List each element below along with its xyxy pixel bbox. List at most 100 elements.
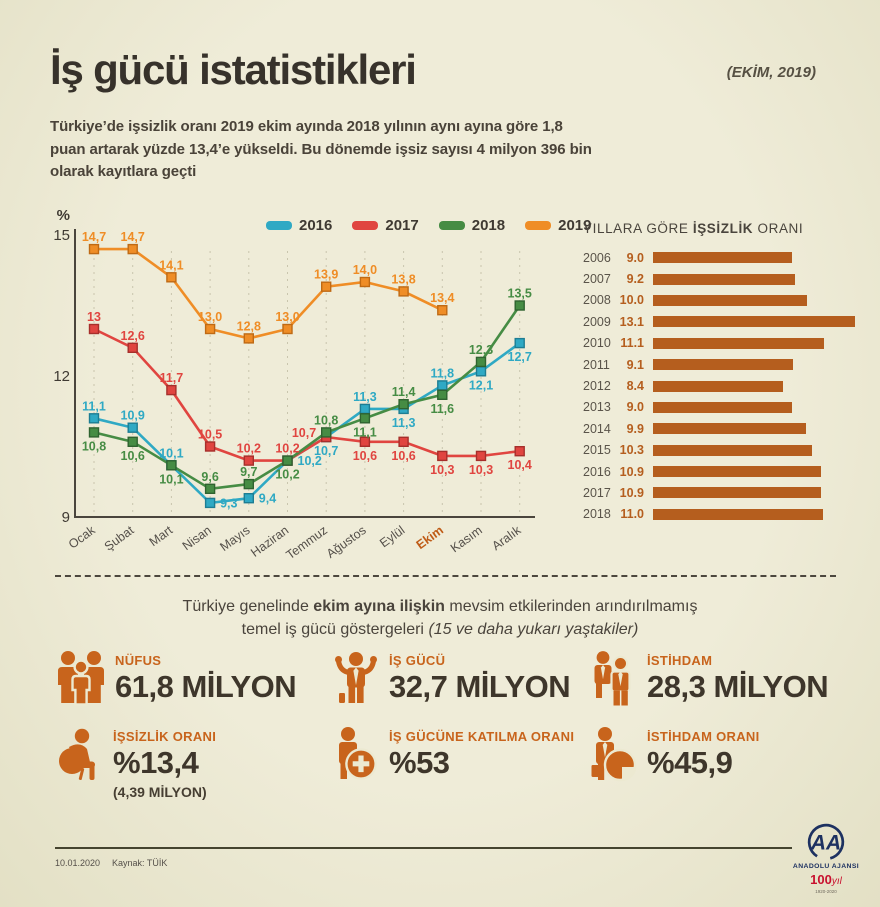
x-tick-label-Aralık: Aralık bbox=[489, 523, 524, 554]
data-marker-2019 bbox=[204, 323, 216, 335]
data-marker-2017 bbox=[88, 323, 100, 335]
data-marker-2017 bbox=[127, 342, 138, 354]
series-line-2018 bbox=[93, 304, 521, 491]
bar bbox=[653, 380, 855, 392]
bar-value-label: 11.1 bbox=[620, 336, 644, 351]
stat-value: 28,3 MİLYON bbox=[647, 669, 829, 704]
bar-value-label: 9.1 bbox=[626, 357, 644, 372]
data-marker-2018 bbox=[359, 413, 371, 424]
data-marker-2018 bbox=[475, 356, 487, 368]
data-marker-2016 bbox=[127, 422, 138, 433]
data-label: 13,0 bbox=[275, 310, 299, 324]
page-title: İş gücü istatistikleri bbox=[50, 46, 417, 93]
data-label: 11,3 bbox=[353, 390, 377, 404]
data-marker-2018 bbox=[321, 427, 332, 438]
data-label: 10,9 bbox=[121, 409, 145, 423]
data-marker-2017 bbox=[359, 436, 371, 448]
bar-value-label: 10.9 bbox=[619, 464, 644, 479]
footer-date: 10.01.2020 bbox=[55, 858, 101, 868]
bar-value-label: 11.0 bbox=[620, 507, 644, 522]
bar-row-2015: 2015 10.3 bbox=[583, 440, 855, 461]
data-label: 14,0 bbox=[353, 263, 377, 277]
agency-logo: AA ANADOLU AJANSI 100yıl 1920-2020 bbox=[788, 822, 864, 894]
x-tick-label-Nisan: Nisan bbox=[180, 523, 214, 553]
data-marker-2019 bbox=[166, 272, 177, 283]
data-marker-2016 bbox=[437, 380, 448, 391]
stat-value: 32,7 MİLYON bbox=[389, 669, 571, 704]
bar bbox=[653, 359, 855, 371]
data-marker-2017 bbox=[514, 445, 525, 457]
data-marker-2019 bbox=[437, 304, 448, 316]
bar-year-label: 2012 bbox=[583, 379, 611, 394]
series-line-2019 bbox=[94, 247, 443, 340]
x-tick-label-Ağustos: Ağustos bbox=[324, 523, 369, 561]
stat-label: İŞ GÜCÜ bbox=[389, 653, 446, 668]
y-tick-label: 12 bbox=[53, 368, 70, 385]
period-label: (EKİM, 2019) bbox=[726, 64, 816, 81]
data-label: 10,8 bbox=[82, 439, 106, 453]
data-marker-2018 bbox=[243, 478, 255, 490]
data-label: 14,1 bbox=[159, 258, 183, 272]
data-label: 9,7 bbox=[240, 465, 257, 479]
stat-population: NÜFUS 61,8 MİLYON bbox=[56, 650, 297, 711]
legend-swatch-2018 bbox=[438, 221, 465, 230]
bar-chart-title: YILLARA GÖRE İŞSİZLİK ORANI bbox=[583, 221, 855, 236]
bar bbox=[653, 252, 855, 264]
data-label: 12,3 bbox=[469, 343, 493, 357]
data-label: 11,1 bbox=[353, 425, 377, 439]
legend-item-2017: 2017 bbox=[352, 217, 419, 234]
data-marker-2016 bbox=[243, 493, 255, 504]
bar-row-2018: 2018 11.0 bbox=[583, 504, 855, 525]
bar-year-label: 2018 bbox=[583, 507, 611, 522]
bar-year-label: 2015 bbox=[583, 443, 611, 458]
bar-title-post: ORANI bbox=[753, 221, 804, 236]
legend-swatch-2017 bbox=[352, 221, 379, 230]
legend-swatch-2016 bbox=[266, 221, 292, 230]
note-bold-text: ekim ayına ilişkin bbox=[313, 598, 445, 615]
data-marker-2019 bbox=[282, 323, 293, 335]
svg-text:AA: AA bbox=[810, 831, 841, 854]
data-label: 13 bbox=[87, 310, 101, 324]
footer-source: Kaynak: TÜİK bbox=[112, 858, 168, 868]
data-label: 10,2 bbox=[275, 442, 299, 456]
data-label: 10,6 bbox=[391, 449, 415, 463]
centennial-number: 100 bbox=[810, 872, 832, 887]
data-label: 12,8 bbox=[237, 319, 261, 333]
bar bbox=[653, 294, 855, 306]
bar bbox=[653, 401, 855, 413]
bar-year-label: 2008 bbox=[583, 293, 611, 308]
data-label: 14,7 bbox=[82, 230, 106, 244]
data-marker-2016 bbox=[514, 337, 525, 349]
bar-row-2009: 2009 13.1 bbox=[583, 311, 855, 332]
data-label: 11,8 bbox=[430, 366, 454, 380]
x-tick-label-Eylül: Eylül bbox=[377, 523, 407, 550]
y-axis-unit: % bbox=[57, 207, 70, 224]
bar-title-pre: YILLARA GÖRE bbox=[583, 221, 693, 236]
legend-label: 2016 bbox=[299, 217, 333, 234]
data-marker-2018 bbox=[204, 483, 216, 494]
stat-label: İŞ GÜCÜNE KATILMA ORANI bbox=[389, 729, 575, 744]
bar-value-label: 10.3 bbox=[619, 443, 644, 458]
legend-label: 2019 bbox=[558, 217, 592, 234]
series-line-2017 bbox=[93, 327, 520, 462]
bar-year-label: 2007 bbox=[583, 272, 611, 287]
stat-subvalue: (4,39 MİLYON) bbox=[113, 784, 207, 800]
bar bbox=[653, 337, 855, 349]
data-label: 10,7 bbox=[314, 444, 338, 458]
data-marker-2017 bbox=[204, 441, 216, 452]
bar-year-label: 2006 bbox=[583, 250, 611, 265]
data-marker-2019 bbox=[321, 281, 332, 292]
legend-label: 2017 bbox=[385, 217, 419, 234]
data-label: 10,2 bbox=[298, 454, 322, 468]
bar-value-label: 10.0 bbox=[619, 293, 644, 308]
legend-item-2019: 2019 bbox=[525, 217, 592, 234]
bar bbox=[653, 508, 855, 520]
data-marker-2018 bbox=[398, 398, 409, 410]
data-marker-2016 bbox=[359, 403, 371, 415]
data-label: 13,0 bbox=[198, 310, 222, 324]
data-label: 11,4 bbox=[392, 385, 416, 399]
workforce-icon bbox=[332, 650, 380, 711]
legend-label: 2018 bbox=[471, 217, 506, 234]
stat-workforce: İŞ GÜCÜ 32,7 MİLYON bbox=[332, 650, 571, 711]
chart-legend: 2016 2017 2018 2019 bbox=[266, 217, 592, 234]
